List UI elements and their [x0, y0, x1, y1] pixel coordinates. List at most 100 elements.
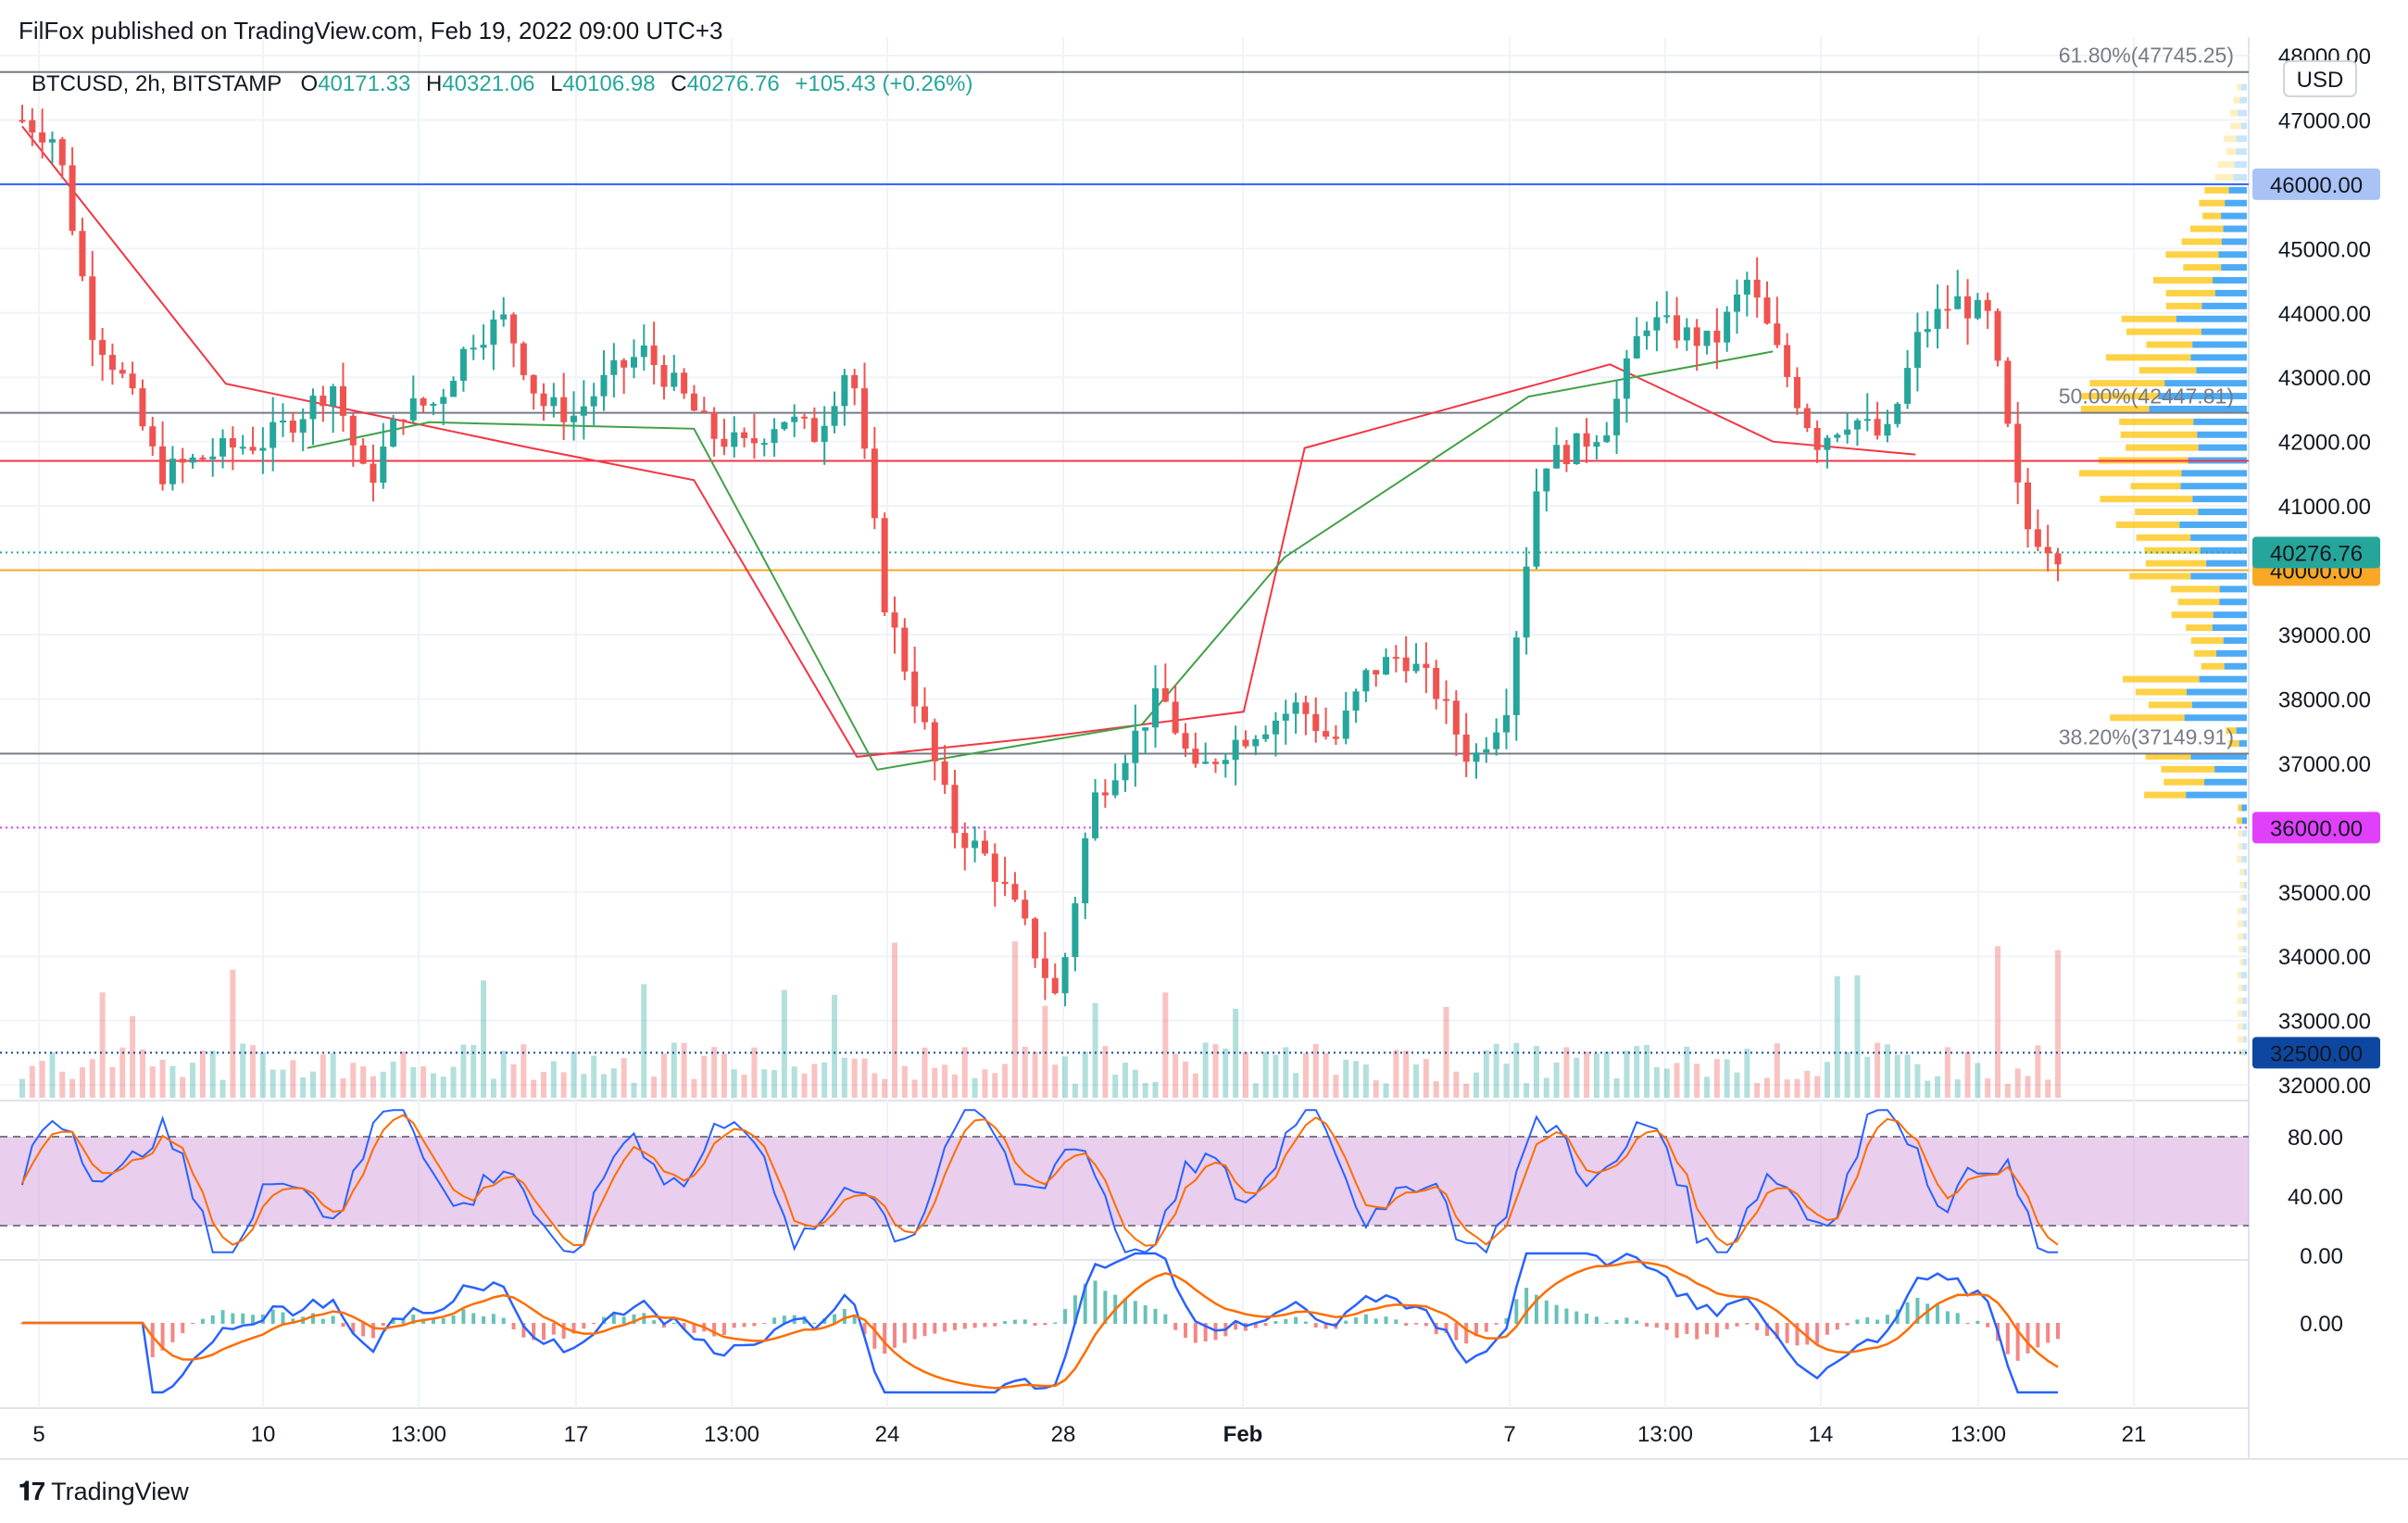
volume-bar: [1202, 1042, 1209, 1098]
candle-body: [1262, 734, 1270, 739]
tradingview-logo[interactable]: 𝟏7 TradingView: [19, 1477, 189, 1507]
candle-body: [1152, 687, 1160, 728]
candle-body: [831, 406, 838, 426]
volume-bar: [1914, 1064, 1921, 1098]
volume-profile-sell: [2146, 341, 2193, 348]
candle-body: [1373, 670, 1380, 675]
volume-bar: [951, 1074, 958, 1098]
candle-body: [1132, 730, 1139, 763]
volume-profile-sell: [2238, 830, 2243, 837]
candle: [1824, 434, 1831, 469]
volume-profile-buy: [2184, 714, 2247, 722]
volume-bar: [1513, 1042, 1520, 1098]
volume-bar: [711, 1047, 718, 1098]
candle-body: [1753, 279, 1761, 298]
candle: [1713, 308, 1721, 370]
macd-histogram-bar: [852, 1316, 857, 1324]
volume-profile-buy: [2223, 225, 2247, 233]
candle: [1523, 547, 1530, 655]
macd-histogram-bar: [1294, 1316, 1298, 1324]
candle: [630, 339, 637, 379]
macd-histogram-bar: [912, 1323, 917, 1340]
macd-histogram-bar: [482, 1315, 486, 1324]
candle-body: [690, 393, 697, 411]
macd-histogram-bar: [1284, 1318, 1288, 1324]
volume-bar: [1474, 1072, 1479, 1098]
volume-bar: [1403, 1050, 1410, 1098]
volume-bar: [801, 1073, 808, 1098]
volume-bar: [1844, 1051, 1850, 1098]
volume-bar: [1092, 1002, 1098, 1098]
candle: [299, 408, 307, 452]
macd-histogram-bar: [441, 1318, 445, 1324]
macd-histogram-bar: [200, 1318, 205, 1324]
volume-bar: [2035, 1045, 2041, 1098]
volume-bar: [219, 1079, 226, 1098]
volume-bar: [1944, 1047, 1950, 1098]
candle-body: [1944, 308, 1951, 311]
volume-profile-sell: [2199, 199, 2226, 207]
macd-histogram-bar: [682, 1323, 686, 1329]
volume-bar: [681, 1042, 687, 1098]
candle: [1041, 932, 1048, 1001]
candle: [731, 416, 738, 458]
volume-bar: [440, 1076, 446, 1098]
volume-profile-buy: [2224, 662, 2247, 670]
volume-bar: [1975, 1063, 1981, 1098]
macd-histogram-bar: [1163, 1314, 1168, 1324]
currency-button[interactable]: USD: [2283, 60, 2357, 97]
candle: [1342, 691, 1349, 745]
volume-bar: [1653, 1066, 1660, 1098]
candle: [309, 388, 317, 446]
candle-body: [390, 419, 397, 447]
volume-bar: [851, 1058, 858, 1098]
macd-histogram-bar: [1484, 1323, 1488, 1332]
volume-bar: [731, 1069, 737, 1098]
candle: [139, 379, 146, 431]
volume-bar: [1834, 975, 1840, 1098]
candle-body: [660, 365, 668, 387]
stoch-d-line: [21, 1114, 2059, 1247]
macd-histogram-bar: [1936, 1304, 1940, 1324]
volume-bar: [390, 1061, 396, 1098]
candle: [500, 296, 508, 327]
volume-bar: [1233, 1008, 1239, 1098]
volume-bar: [180, 1076, 186, 1098]
candle-body: [39, 132, 46, 143]
volume-bar: [1634, 1046, 1640, 1098]
candle: [270, 396, 277, 472]
candle: [721, 419, 728, 456]
candle-body: [590, 396, 597, 407]
candle: [1272, 711, 1279, 757]
macd-histogram-bar: [802, 1315, 807, 1324]
macd-histogram-bar: [451, 1315, 456, 1324]
candle-body: [991, 853, 998, 882]
candle: [1142, 727, 1149, 754]
stoch-k-line: [21, 1109, 2058, 1254]
volume-bar: [190, 1063, 196, 1098]
macd-histogram-bar: [1444, 1323, 1449, 1333]
volume-bar: [1613, 1077, 1620, 1098]
candle-body: [540, 393, 547, 407]
volume-bar: [660, 1053, 667, 1098]
volume-bar: [430, 1073, 436, 1098]
candle-body: [1502, 714, 1510, 733]
macd-histogram-bar: [983, 1323, 987, 1328]
time-axis[interactable]: 5 10 13:00 17 13:00 24 28 Feb 7 13:00 14 13:00 21: [32, 1422, 2146, 1447]
macd-histogram-bar: [551, 1323, 556, 1335]
volume-profile-sell: [2237, 83, 2241, 91]
volume-bar: [671, 1042, 677, 1098]
macd-histogram-bar: [1685, 1323, 1689, 1334]
price-axis[interactable]: 32000.00 33000.00 34000.00 35000.00 37000.00…: [2278, 44, 2371, 1337]
candle-body: [1192, 749, 1199, 764]
macd-pane: [20, 1252, 2060, 1394]
candle: [1362, 668, 1370, 702]
candle: [781, 421, 788, 431]
candle-body: [891, 612, 898, 628]
volume-profile-buy: [2228, 186, 2247, 194]
macd-histogram-bar: [1133, 1301, 1137, 1324]
candle: [1533, 468, 1540, 570]
candle-body: [1051, 977, 1059, 994]
volume-profile-sell: [2144, 547, 2201, 554]
